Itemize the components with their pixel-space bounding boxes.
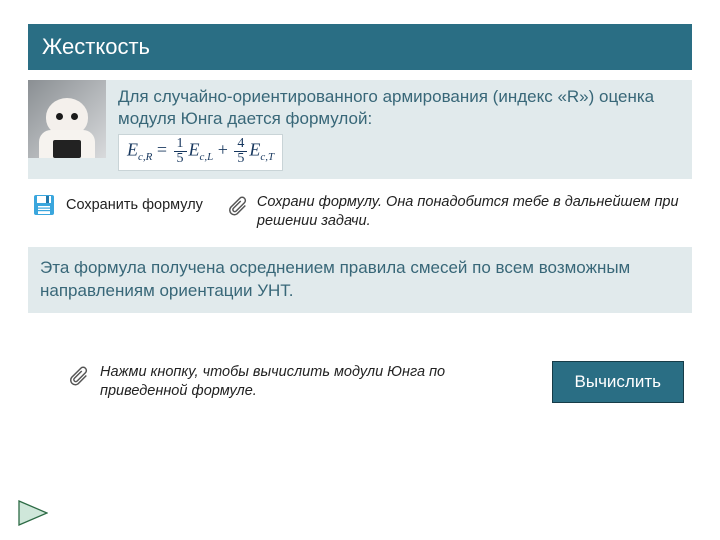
save-formula-button[interactable]: Сохранить формулу xyxy=(32,193,203,217)
compute-hint-block: Нажми кнопку, чтобы вычислить модули Юнг… xyxy=(68,363,532,401)
paperclip-icon xyxy=(68,365,90,387)
save-hint-text: Сохрани формулу. Она понадобится тебе в … xyxy=(257,193,692,231)
next-arrow-icon[interactable] xyxy=(18,500,48,526)
save-hint-block: Сохрани формулу. Она понадобится тебе в … xyxy=(227,193,692,231)
page-title: Жесткость xyxy=(28,24,692,70)
compute-button[interactable]: Вычислить xyxy=(552,361,684,403)
explanation-text: Эта формула получена осреднением правила… xyxy=(28,247,692,313)
avatar xyxy=(28,80,106,158)
save-formula-label: Сохранить формулу xyxy=(66,197,203,213)
paperclip-icon xyxy=(227,195,249,217)
intro-panel: Для случайно-ориентированного армировани… xyxy=(28,80,692,179)
save-disk-icon xyxy=(32,193,56,217)
compute-hint-text: Нажми кнопку, чтобы вычислить модули Юнг… xyxy=(100,363,532,401)
intro-text: Для случайно-ориентированного армировани… xyxy=(118,86,682,130)
formula-display: Ec,R = 15Ec,L + 45Ec,T xyxy=(118,134,283,171)
